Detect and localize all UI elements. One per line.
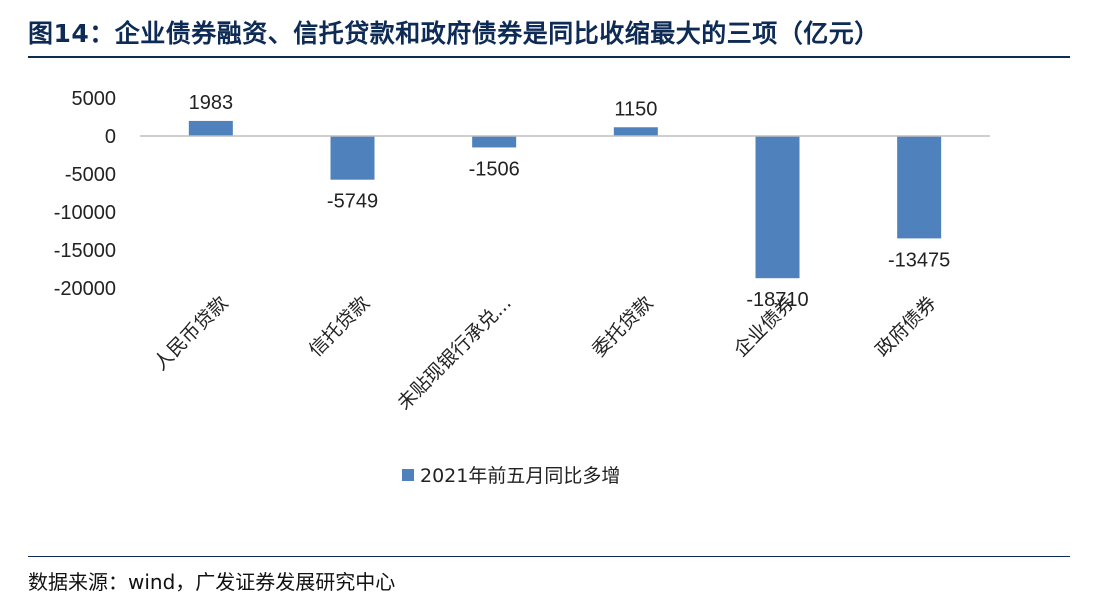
chart-title: 图14：企业债券融资、信托贷款和政府债券是同比收缩最大的三项（亿元） <box>28 19 880 48</box>
bar-chart: 5000 0 -5000 -10000 -15000 -20000 1983 -5749 -1… <box>54 88 990 487</box>
data-label: 1983 <box>189 92 234 114</box>
y-tick-label: 5000 <box>72 88 117 110</box>
y-tick-label: 0 <box>105 126 116 148</box>
data-label: -18710 <box>746 289 808 311</box>
data-label: -13475 <box>888 249 950 271</box>
y-tick-label: -20000 <box>54 278 116 300</box>
data-label: -5749 <box>327 191 378 213</box>
bar <box>188 120 233 136</box>
bar <box>330 136 375 180</box>
legend: 2021年前五月同比多增 <box>402 465 620 487</box>
x-tick-label: 未贴现银行承兑... <box>393 292 515 414</box>
y-tick-label: -5000 <box>65 164 116 186</box>
title-divider <box>28 56 1070 58</box>
x-tick-label: 人民币贷款 <box>150 292 233 375</box>
source-note: 数据来源：wind，广发证券发展研究中心 <box>28 570 396 594</box>
legend-label: 2021年前五月同比多增 <box>420 465 620 487</box>
data-labels: 1983 -5749 -1506 1150 -18710 -13475 <box>189 92 951 311</box>
x-tick-label: 政府债券 <box>871 292 940 361</box>
bar <box>472 136 517 148</box>
x-axis: 人民币贷款 信托贷款 未贴现银行承兑... 委托贷款 企业债券 政府债券 <box>150 292 941 414</box>
y-tick-label: -15000 <box>54 240 116 262</box>
bars <box>188 120 942 279</box>
data-label: -1506 <box>469 158 520 180</box>
bar <box>897 136 942 239</box>
bar <box>755 136 800 279</box>
x-tick-label: 信托贷款 <box>305 292 374 361</box>
legend-swatch <box>402 469 414 481</box>
bar <box>613 127 658 136</box>
x-tick-label: 委托贷款 <box>588 292 657 361</box>
footer-divider <box>28 556 1070 557</box>
y-axis: 5000 0 -5000 -10000 -15000 -20000 <box>54 88 116 300</box>
data-label: 1150 <box>614 98 657 120</box>
y-tick-label: -10000 <box>54 202 116 224</box>
